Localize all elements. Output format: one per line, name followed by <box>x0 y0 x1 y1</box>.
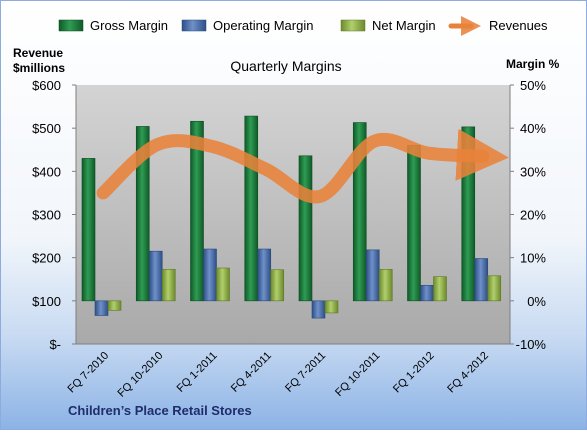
bar-gross-margin <box>408 145 421 300</box>
left-tick-label: $300 <box>32 208 61 223</box>
bar-gross-margin <box>82 158 95 300</box>
bar-operating-margin <box>258 249 271 301</box>
bar-net-margin <box>217 268 230 301</box>
left-tick-label: $500 <box>32 121 61 136</box>
x-tick-label: FQ 1-2012 <box>391 350 437 396</box>
legend-item-net: Net Margin <box>341 18 436 33</box>
bar-net-margin <box>108 301 121 310</box>
bar-net-margin <box>325 301 338 313</box>
bar-operating-margin <box>95 301 108 316</box>
left-axis-label-line2: $millions <box>13 61 65 75</box>
left-tick-label: $400 <box>32 164 61 179</box>
x-tick-label: FQ 1-2011 <box>175 350 220 395</box>
legend-item-revenues: Revenues <box>451 18 548 33</box>
right-tick-label: -10% <box>516 337 547 352</box>
legend-label-operating: Operating Margin <box>213 18 313 33</box>
legend-item-gross: Gross Margin <box>59 18 168 33</box>
legend-label-gross: Gross Margin <box>90 18 168 33</box>
left-axis-label-line1: Revenue <box>13 46 63 60</box>
x-tick-label: FQ 7-2010 <box>66 350 112 396</box>
chart-title: Quarterly Margins <box>230 58 341 74</box>
bar-gross-margin <box>245 116 258 301</box>
left-tick-label: $200 <box>32 251 61 266</box>
x-tick-label: FQ 4-2011 <box>229 350 274 395</box>
bar-operating-margin <box>475 259 488 301</box>
right-tick-label: 0% <box>527 294 546 309</box>
right-axis-label: Margin % <box>506 57 560 71</box>
legend-swatch-gross <box>59 20 83 31</box>
legend-label-revenues: Revenues <box>489 18 548 33</box>
bar-net-margin <box>271 270 284 301</box>
bar-operating-margin <box>366 250 379 301</box>
bar-operating-margin <box>204 249 217 301</box>
left-tick-label: $- <box>49 337 61 352</box>
legend-label-net: Net Margin <box>372 18 436 33</box>
left-tick-label: $600 <box>32 78 61 93</box>
bar-operating-margin <box>149 251 162 301</box>
right-tick-label: 30% <box>520 164 546 179</box>
legend-swatch-operating <box>182 20 206 31</box>
right-tick-label: 10% <box>520 251 546 266</box>
bar-net-margin <box>162 269 175 301</box>
bar-net-margin <box>379 269 392 301</box>
x-tick-label: FQ 10-2011 <box>333 350 382 399</box>
legend: Gross Margin Operating Margin Net Margin… <box>59 18 548 33</box>
right-tick-label: 50% <box>520 78 546 93</box>
right-tick-label: 20% <box>520 208 546 223</box>
bar-operating-margin <box>312 301 325 318</box>
bar-net-margin <box>434 277 447 301</box>
bar-operating-margin <box>421 285 434 301</box>
x-tick-label: FQ 7-2011 <box>283 350 328 395</box>
bar-gross-margin <box>299 156 312 301</box>
bar-net-margin <box>488 276 501 301</box>
left-axis-ticks: $- $100 $200 $300 $400 $500 $600 <box>32 78 76 352</box>
x-tick-label: FQ 10-2010 <box>116 350 166 400</box>
left-tick-label: $100 <box>32 294 61 309</box>
right-axis-ticks: -10% 0% 10% 20% 30% 40% 50% <box>510 78 546 352</box>
legend-item-operating: Operating Margin <box>182 18 313 33</box>
legend-swatch-net <box>341 20 365 31</box>
footer-title: Children’s Place Retail Stores <box>68 403 252 418</box>
right-tick-label: 40% <box>520 121 546 136</box>
x-tick-label: FQ 4-2012 <box>445 350 491 396</box>
